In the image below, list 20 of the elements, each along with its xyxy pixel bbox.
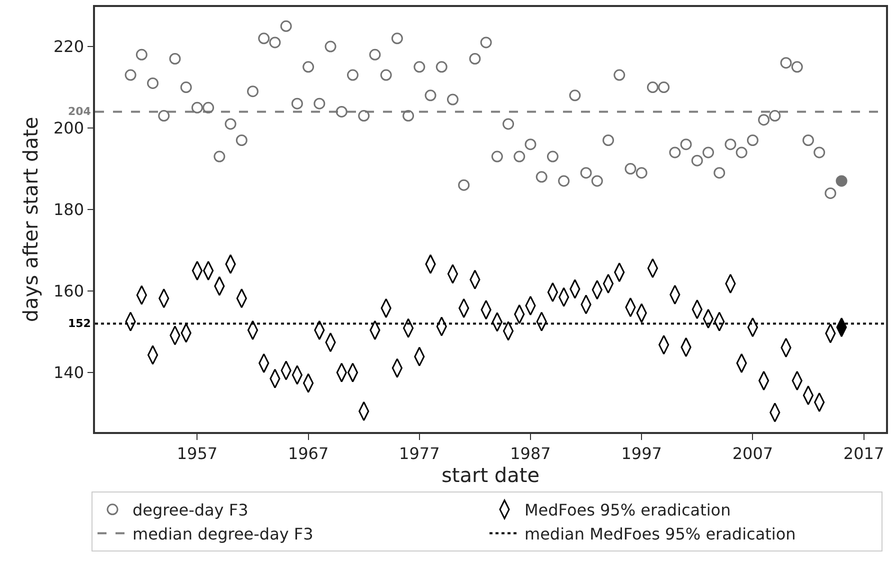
x-tick-label: 2007: [732, 444, 774, 463]
x-tick-label: 1967: [288, 444, 329, 463]
y-tick-label: 180: [54, 200, 84, 220]
y-tick-label: 140: [54, 363, 84, 382]
x-tick-label: 2017: [843, 444, 884, 463]
legend-label: degree-day F3: [132, 500, 248, 520]
y-axis-title: days after start date: [18, 116, 43, 322]
y-tick-label: 160: [54, 282, 84, 301]
x-tick-label: 1957: [176, 444, 218, 463]
text: 204: [68, 105, 92, 118]
x-tick-label: 1997: [621, 444, 662, 463]
legend-label: MedFoes 95% eradication: [524, 500, 731, 520]
legend-label: median degree-day F3: [132, 524, 314, 544]
x-axis-title: start date: [441, 462, 540, 487]
legend-label: median MedFoes 95% eradication: [524, 524, 796, 544]
x-tick-label: 1987: [510, 444, 551, 463]
text: 152: [68, 317, 91, 330]
x-tick-label: 1977: [399, 444, 440, 463]
y-tick-label: 220: [54, 37, 84, 56]
y-tick-label: 200: [54, 118, 84, 138]
